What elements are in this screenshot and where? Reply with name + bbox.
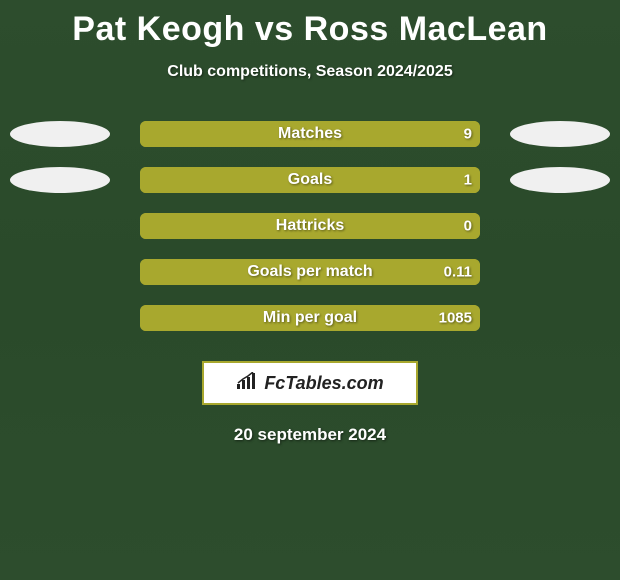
stat-value-right: 9 (464, 126, 472, 143)
player-left-oval (10, 121, 110, 147)
player-right-oval (510, 121, 610, 147)
subtitle: Club competitions, Season 2024/2025 (0, 63, 620, 81)
chart-icon (236, 372, 258, 395)
brand-text: FcTables.com (264, 373, 383, 394)
stat-row: Min per goal 1085 (0, 305, 620, 351)
stat-label: Goals (288, 171, 332, 189)
stat-row: Goals per match 0.11 (0, 259, 620, 305)
stat-label: Goals per match (247, 263, 372, 281)
stat-bar-track: Hattricks 0 (140, 213, 480, 239)
stat-value-right: 0.11 (444, 264, 472, 281)
stat-label: Min per goal (263, 309, 357, 327)
stat-bar-track: Min per goal 1085 (140, 305, 480, 331)
stat-row: Hattricks 0 (0, 213, 620, 259)
page-title: Pat Keogh vs Ross MacLean (0, 0, 620, 49)
stat-value-right: 1085 (439, 310, 472, 327)
stat-row: Matches 9 (0, 121, 620, 167)
stat-bar-track: Goals per match 0.11 (140, 259, 480, 285)
stat-bar-track: Matches 9 (140, 121, 480, 147)
stat-row: Goals 1 (0, 167, 620, 213)
stat-bar-track: Goals 1 (140, 167, 480, 193)
stat-value-right: 1 (464, 172, 472, 189)
stats-container: Matches 9 Goals 1 Hattricks 0 Goals per match 0… (0, 121, 620, 351)
player-left-oval (10, 167, 110, 193)
date-text: 20 september 2024 (0, 425, 620, 445)
stat-label: Hattricks (276, 217, 344, 235)
stat-value-right: 0 (464, 218, 472, 235)
player-right-oval (510, 167, 610, 193)
stat-label: Matches (278, 125, 342, 143)
brand-box[interactable]: FcTables.com (202, 361, 418, 405)
